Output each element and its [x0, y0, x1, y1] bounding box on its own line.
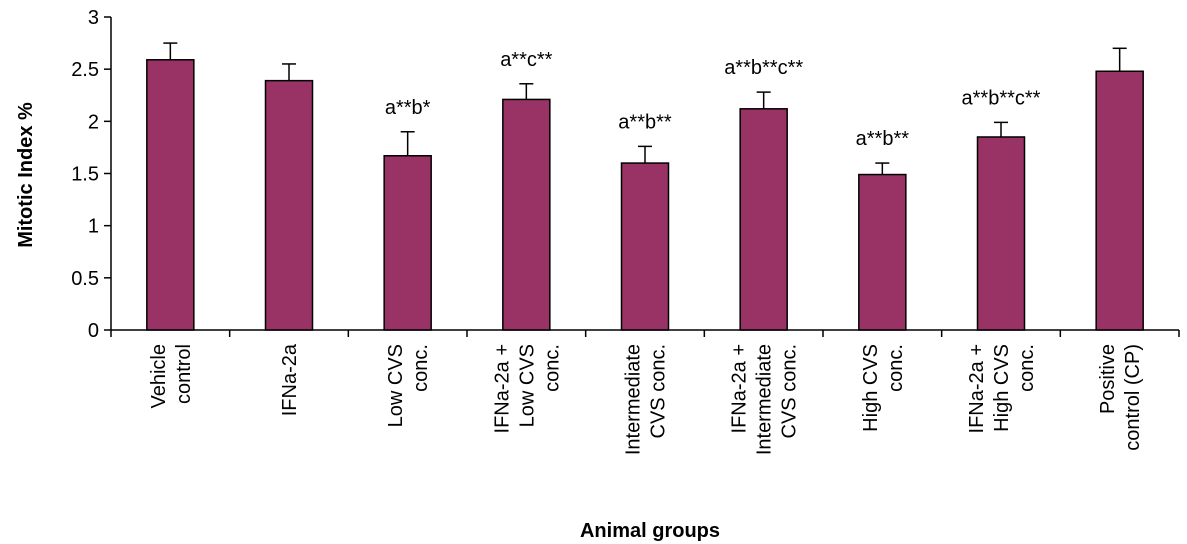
bar	[146, 59, 195, 331]
category-label: Positive control (CP)	[1097, 344, 1144, 451]
error-bar	[638, 145, 652, 164]
y-tick-label: 1.5	[71, 164, 99, 186]
category-label-line: Low CVS	[516, 344, 538, 427]
error-bar	[163, 42, 178, 60]
category-label-line: High CVS	[860, 344, 882, 432]
y-tick-label: 3	[88, 7, 99, 29]
category-label-line: IFNa-2a +	[966, 344, 988, 433]
bar	[739, 108, 788, 331]
bar	[383, 155, 432, 331]
category-label-line: conc.	[885, 344, 907, 392]
category-label-line: IFNa-2a +	[729, 344, 751, 433]
category-label: IFNa-2a + Low CVS conc.	[491, 344, 563, 433]
error-bar	[994, 121, 1008, 137]
error-bar	[400, 131, 415, 156]
category-label-line: Vehicle	[148, 344, 170, 409]
significance-annotations: a**b* a**c** a**b** a**b**c** a**b** a**b**c*…	[385, 49, 1041, 150]
category-label: Intermediate CVS conc.	[623, 344, 670, 455]
category-label-line: Low CVS	[385, 344, 407, 427]
error-bar	[875, 162, 890, 175]
category-label-line: conc.	[1016, 344, 1038, 392]
category-label: IFNa-2a	[279, 343, 301, 416]
category-label-line: IFNa-2a	[279, 343, 301, 416]
error-bar	[519, 83, 534, 100]
y-axis-title: Mitotic Index %	[15, 102, 37, 248]
bar	[976, 136, 1026, 331]
error-bar	[282, 63, 296, 81]
significance-label: a**b*	[385, 97, 431, 119]
x-axis	[110, 329, 1180, 337]
category-label-line: control	[173, 344, 195, 404]
significance-label: a**b**c**	[962, 87, 1041, 109]
significance-label: a**b**c**	[724, 57, 803, 79]
category-label: IFNa-2a + High CVS conc.	[966, 344, 1038, 433]
category-label: IFNa-2a + Intermediate CVS conc.	[729, 344, 801, 455]
category-label-line: High CVS	[991, 344, 1013, 432]
category-label-line: CVS conc.	[779, 344, 801, 438]
category-label-line: conc.	[541, 344, 563, 392]
significance-label: a**b**	[856, 128, 910, 150]
y-tick-label: 2	[88, 111, 99, 133]
y-axis: 0 0.5 1 1.5 2 2.5 3	[71, 7, 112, 342]
bar	[264, 79, 314, 331]
category-label: Vehicle control	[148, 344, 195, 409]
category-label-line: IFNa-2a +	[491, 344, 513, 433]
y-tick-label: 2.5	[71, 59, 99, 81]
category-label-line: Positive	[1097, 344, 1119, 414]
category-label-line: conc.	[410, 344, 432, 392]
significance-label: a**b**	[618, 111, 672, 133]
significance-label: a**c**	[500, 49, 552, 71]
category-label-line: control (CP)	[1122, 344, 1144, 451]
error-bar	[756, 91, 771, 109]
error-bars	[163, 42, 1127, 175]
bar	[1095, 70, 1144, 331]
bar	[502, 98, 551, 331]
bar	[858, 173, 907, 331]
x-axis-title: Animal groups	[580, 520, 720, 542]
y-tick-label: 0	[88, 320, 99, 342]
error-bar	[1112, 47, 1127, 72]
y-tick-label: 0.5	[71, 268, 99, 290]
bar	[620, 162, 670, 331]
category-label-line: Intermediate	[754, 344, 776, 455]
category-label: Low CVS conc.	[385, 344, 432, 427]
category-label: High CVS conc.	[860, 344, 907, 432]
category-label-line: Intermediate	[623, 344, 645, 455]
category-labels: Vehicle control IFNa-2a Low CVS conc. IFNa-2a…	[148, 343, 1144, 455]
y-tick-label: 1	[88, 216, 99, 238]
category-label-line: CVS conc.	[648, 344, 670, 438]
